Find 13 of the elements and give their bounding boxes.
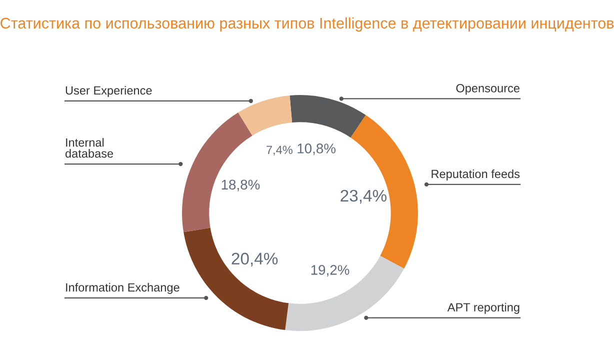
data-label: 23,4% <box>340 190 387 204</box>
data-label: 18,8% <box>222 180 260 192</box>
slice-label: Internal database <box>65 138 114 158</box>
slice-label: Reputation feeds <box>432 169 520 180</box>
data-label: 10,8% <box>298 144 336 156</box>
data-label: 19,2% <box>311 265 350 276</box>
data-label: 7,4% <box>266 146 292 156</box>
slice-label: User Experience <box>66 86 152 97</box>
data-label: 20,4% <box>232 252 278 267</box>
slice-label: Opensource <box>456 84 520 95</box>
slice-label: APT reporting <box>447 302 520 314</box>
slice-label: Information Exchange <box>66 282 180 294</box>
chart-title: Статистика по использованию разных типов Intelligence в детектировании инцидентов <box>0 17 614 32</box>
